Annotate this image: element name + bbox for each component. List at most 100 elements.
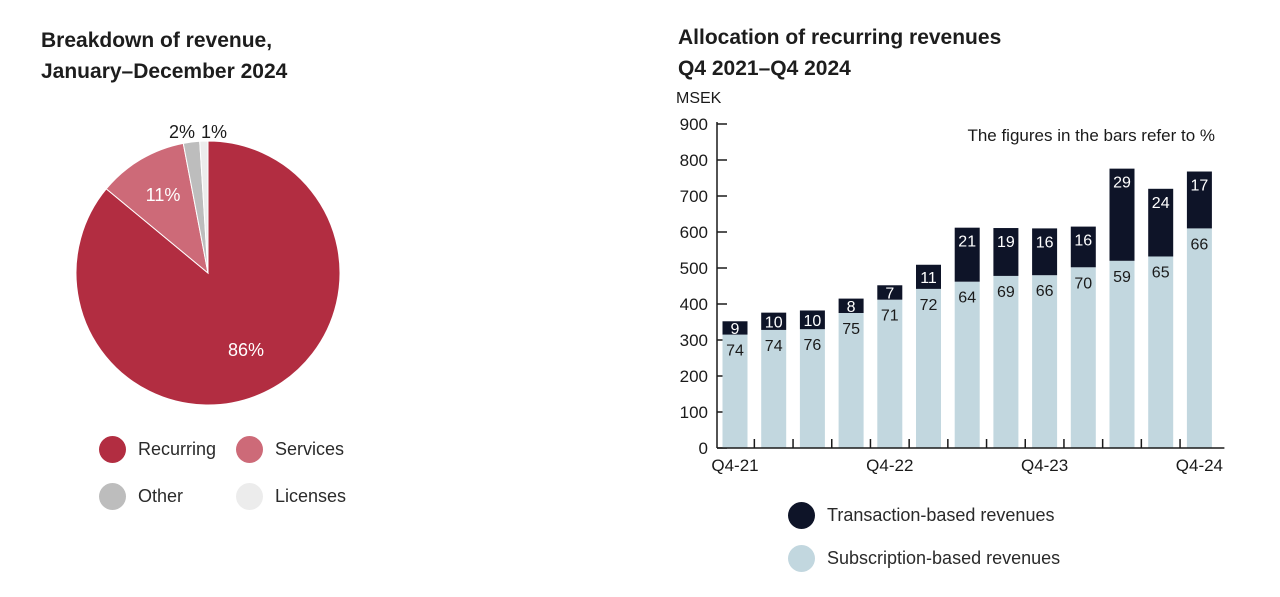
bar-transaction-Q3-24 [1148,188,1174,257]
bar-subscription-Q1-22 [761,329,787,448]
bar-label-transaction: 21 [958,234,976,251]
bar-label-transaction: 10 [804,313,822,330]
y-tick-label: 600 [680,223,708,242]
legend-other-label: Other [138,486,184,506]
legend-licenses: Licenses [236,483,346,510]
bar-transaction-Q2-23 [954,227,980,282]
pie-slice-services [105,142,209,275]
bar-label-subscription: 74 [765,338,783,355]
legend-recurring: Recurring [99,436,216,463]
bar-label-transaction: 8 [847,299,856,316]
pie-chart-title: Breakdown of revenue, January–December 2… [41,25,287,87]
bar-label-subscription: 75 [842,321,860,338]
bar-subscription-Q3-22 [838,313,864,448]
pie-title-line1: Breakdown of revenue, [41,29,273,52]
bar-label-subscription: 59 [1113,269,1131,286]
y-tick-label: 0 [699,439,708,458]
legend-services: Services [236,436,344,463]
pie-label-other: 2% [169,122,195,142]
bar-label-subscription: 74 [726,343,744,360]
bar-subscription-Q1-24 [1070,267,1096,448]
bar-label-subscription: 71 [881,308,899,325]
bar-label-transaction: 7 [885,285,894,302]
bar-label-subscription: 76 [804,337,822,354]
bar-transaction-Q2-24 [1109,168,1135,261]
legend-licenses-label: Licenses [275,486,347,506]
legend-services-swatch [236,436,263,463]
pie-chart: 86% 11% 2% 1% [75,122,341,406]
y-tick-label: 800 [680,151,708,170]
bar-transaction-Q1-23 [916,264,941,289]
bar-subscription-Q1-23 [916,288,941,448]
pie-label-licenses: 1% [201,122,227,142]
legend-other-swatch [99,483,126,510]
bar-label-transaction: 19 [997,234,1015,251]
bar-subscription-Q3-24 [1148,256,1174,448]
bar-label-transaction: 17 [1191,178,1209,195]
bar-label-subscription: 66 [1191,236,1209,253]
bar-subscription-Q4-23 [1032,275,1058,448]
legend-subscription-swatch [788,545,815,572]
bar-label-transaction: 16 [1036,234,1054,251]
bar-transaction-Q4-24 [1186,171,1212,229]
bar-chart-note: The figures in the bars refer to % [967,126,1215,145]
bar-subscription-Q3-23 [993,275,1019,448]
legend-recurring-label: Recurring [138,439,217,459]
legend-transaction-swatch [788,502,815,529]
pie-label-recurring: 86% [228,340,264,360]
bar-label-subscription: 64 [958,290,976,307]
bar-transaction-Q1-22 [761,312,787,330]
bar-label-subscription: 70 [1074,275,1092,292]
y-tick-label: 400 [680,295,708,314]
bar-label-transaction: 10 [765,314,783,331]
bar-label-subscription: 69 [997,284,1015,301]
y-tick-label: 300 [680,331,708,350]
bar-transaction-Q2-22 [799,310,825,330]
legend-subscription-label: Subscription-based revenues [827,548,1061,568]
bar-transaction-Q3-22 [838,298,864,313]
bar-title-line1: Allocation of recurring revenues [678,26,1002,49]
bar-transaction-Q4-22 [877,285,903,300]
bar-subscription-Q4-24 [1186,228,1212,448]
y-tick-label: 100 [680,403,708,422]
x-tick-label: Q4-24 [1176,456,1223,475]
pie-label-services: 11% [146,185,181,205]
y-tick-label: 500 [680,259,708,278]
bar-transaction-Q4-21 [722,321,748,335]
bar-transaction-Q1-24 [1070,226,1096,268]
pie-slice-licenses [199,140,209,274]
bar-label-transaction: 9 [731,321,740,338]
bar-chart-title: Allocation of recurring revenues Q4 2021… [678,22,1001,84]
legend-transaction-label: Transaction-based revenues [827,505,1055,525]
legend-recurring-swatch [99,436,126,463]
y-tick-label: 700 [680,187,708,206]
y-tick-label: 900 [680,115,708,134]
bar-label-subscription: 72 [920,297,938,314]
bar-subscription-Q4-21 [722,334,748,448]
bar-transaction-Q3-23 [993,228,1019,276]
bar-label-subscription: 66 [1036,283,1054,300]
bar-subscription-Q2-24 [1109,260,1135,448]
bar-title-line2: Q4 2021–Q4 2024 [678,57,851,80]
bar-subscription-Q4-22 [877,299,903,448]
legend-licenses-swatch [236,483,263,510]
bar-label-transaction: 11 [920,270,937,287]
pie-title-line2: January–December 2024 [41,60,288,83]
x-tick-label: Q4-22 [866,456,913,475]
y-tick-label: 200 [680,367,708,386]
bar-label-transaction: 29 [1113,175,1131,192]
bar-subscription-Q2-23 [954,281,980,448]
x-tick-label: Q4-21 [711,456,758,475]
bar-label-subscription: 65 [1152,264,1170,281]
y-axis-unit-label: MSEK [676,90,722,107]
x-tick-label: Q4-23 [1021,456,1068,475]
bar-subscription-Q2-22 [799,329,825,448]
legend-other: Other [99,483,183,510]
bar-transaction-Q4-23 [1032,228,1058,276]
legend-services-label: Services [275,439,345,459]
legend-subscription: Subscription-based revenues [788,545,1060,572]
bar-label-transaction: 16 [1074,233,1092,250]
bar-label-transaction: 24 [1152,195,1170,212]
legend-transaction: Transaction-based revenues [788,502,1054,529]
